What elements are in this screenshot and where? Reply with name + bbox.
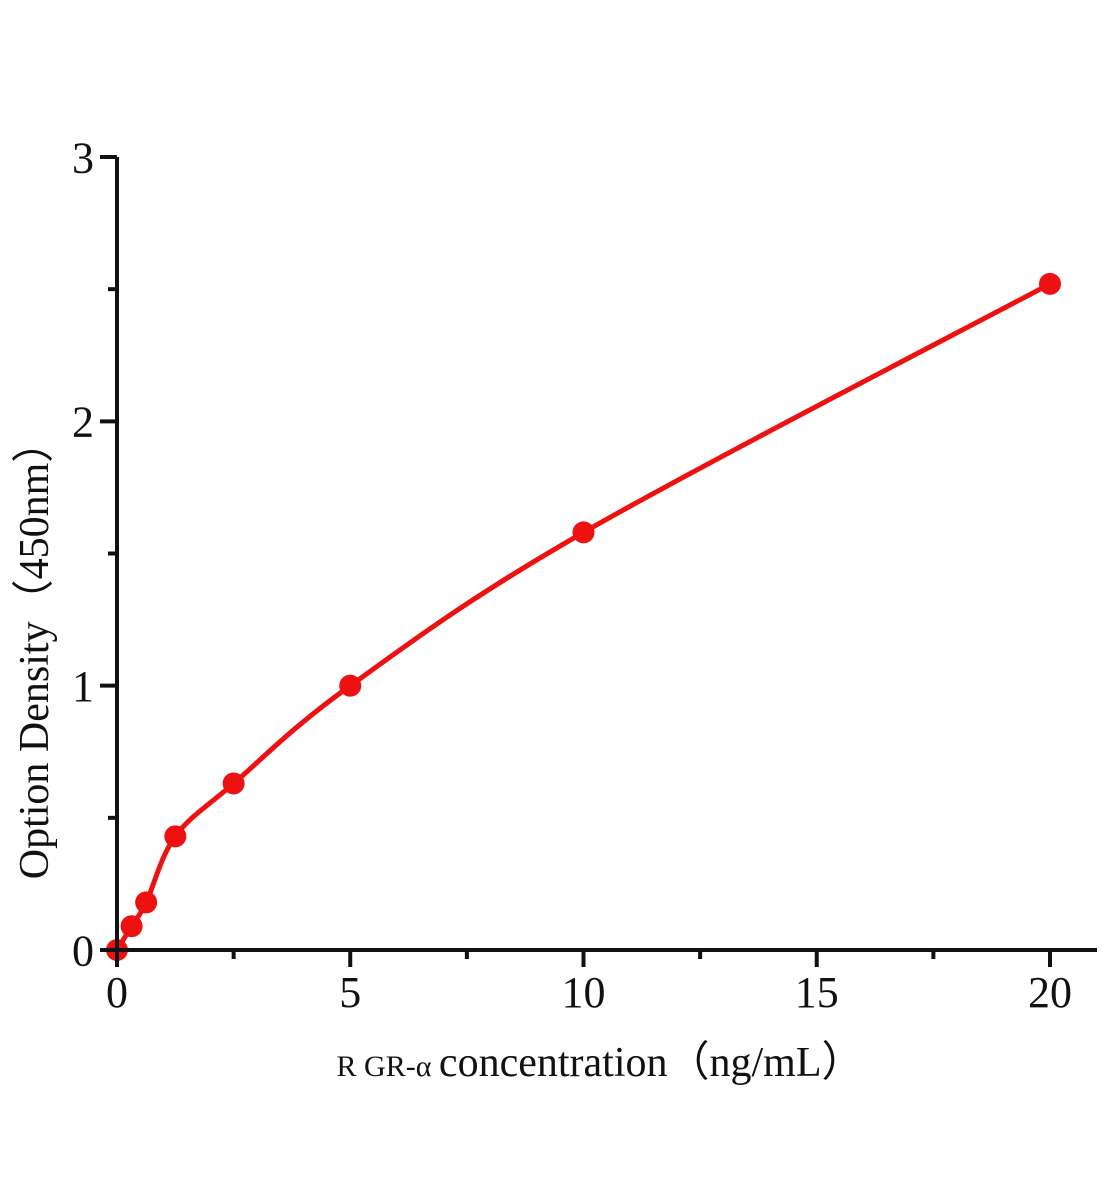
x-axis-title: R GR-α concentration（ng/mL）: [337, 1040, 864, 1086]
x-tick-label-15: 15: [795, 968, 839, 1017]
x-axis-title-prefix: R GR-α: [337, 1050, 439, 1083]
y-tick-label-2: 2: [72, 398, 94, 447]
data-point-0.625: [135, 891, 158, 914]
x-axis-title-main: concentration（ng/mL）: [439, 1040, 864, 1086]
x-tick-label-10: 10: [562, 968, 606, 1017]
data-point-2.5: [222, 772, 245, 795]
tick-labels-layer: 0 5 10 15 20 0 1 2 3: [72, 133, 1072, 1017]
data-point-20: [1039, 272, 1061, 295]
y-tick-label-0: 0: [72, 926, 94, 975]
y-tick-label-1: 1: [72, 662, 94, 711]
x-tick-label-0: 0: [106, 968, 128, 1017]
x-tick-label-5: 5: [339, 968, 361, 1017]
series-layer: [106, 272, 1061, 961]
y-axis-title: Option Density（450nm）: [12, 421, 58, 880]
y-tick-label-3: 3: [72, 133, 94, 182]
data-point-0.313: [120, 915, 143, 938]
axes-layer: [100, 155, 1097, 967]
standard-curve-line: [114, 281, 1053, 953]
data-point-1.25: [164, 825, 187, 848]
data-point-5: [339, 674, 362, 697]
data-point-10: [572, 521, 595, 544]
x-tick-label-20: 20: [1028, 968, 1072, 1017]
